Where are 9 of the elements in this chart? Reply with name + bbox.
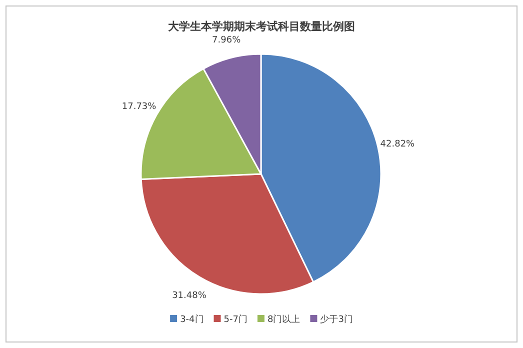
legend-label: 8门以上: [267, 314, 300, 325]
data-label: 17.73%: [122, 102, 157, 112]
data-label: 7.96%: [212, 35, 242, 46]
legend-label: 5-7门: [224, 314, 248, 325]
data-label: 42.82%: [380, 140, 416, 150]
chart-title: 大学生本学期期末考试科目数量比例图: [168, 20, 355, 33]
legend-label: 3-4门: [180, 314, 204, 325]
data-label: 31.48%: [172, 291, 207, 302]
legend-label: 少于3门: [320, 314, 353, 325]
